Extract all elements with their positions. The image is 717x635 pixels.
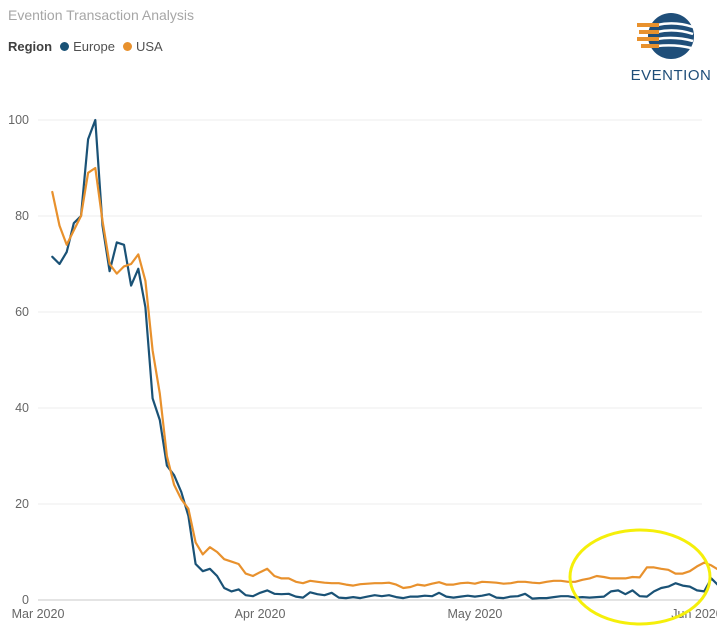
series-line-europe [51,118,717,600]
legend-item-europe[interactable]: Europe [60,39,115,54]
chart-title: Evention Transaction Analysis [8,7,194,23]
x-tick-label-apr-2020: Apr 2020 [235,607,286,621]
y-tick-label-40: 40 [15,401,29,415]
y-tick-label-0: 0 [22,593,29,607]
y-axis-ticks: 0 20 40 60 80 100 [8,113,29,607]
legend-label-usa: USA [135,39,163,54]
evention-logo-icon [637,13,694,59]
grid-lines [38,119,702,601]
x-tick-label-may-2020: May 2020 [447,607,502,621]
y-tick-label-100: 100 [8,113,29,127]
y-tick-label-20: 20 [15,497,29,511]
series-line-usa [51,166,717,590]
x-tick-label-jun-2020: Jun 2020 [671,607,717,621]
legend-title: Region [8,39,53,54]
series-lines [51,118,717,600]
highlight-ellipse [568,528,712,626]
legend-dot-europe [60,42,70,51]
y-tick-label-60: 60 [15,305,29,319]
legend-label-europe: Europe [73,39,115,54]
logo-text: EVENTION [630,67,712,84]
y-tick-label-80: 80 [15,209,29,223]
legend-dot-usa [122,42,132,51]
evention-logo: EVENTION [627,10,715,86]
highlight-annotation [568,528,712,626]
legend-item-usa[interactable]: USA [122,39,163,54]
x-tick-label-mar-2020: Mar 2020 [12,607,65,621]
legend: Region Europe USA [8,39,171,54]
x-axis-ticks: Mar 2020 Apr 2020 May 2020 Jun 2020 [12,607,717,621]
